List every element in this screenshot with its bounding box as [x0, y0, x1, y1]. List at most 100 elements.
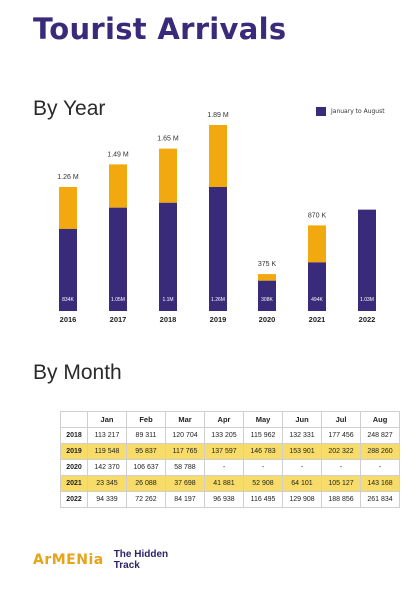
table-cell: 119 548	[87, 443, 127, 460]
table-cell: 52 908	[243, 475, 283, 492]
page-title: Tourist Arrivals	[33, 12, 287, 46]
bar-jan-aug-2018	[159, 202, 177, 311]
table-cell: 142 370	[87, 459, 127, 476]
legend-label: January to August	[331, 108, 385, 115]
bar-total-2016	[59, 187, 77, 229]
row-year-label: 2020	[60, 459, 88, 476]
table-cell: 115 962	[243, 427, 283, 444]
x-tick-label-2017: 2017	[110, 315, 127, 324]
table-cell: 72 262	[126, 491, 166, 508]
column-header-jan: Jan	[87, 411, 127, 428]
x-tick-label-2018: 2018	[160, 315, 177, 324]
table-row-2020: 2020 142 370 106 637 58 788- - - - -	[60, 459, 400, 476]
bar-jan-aug-2017	[109, 207, 127, 311]
table-cell: 95 837	[126, 443, 166, 460]
bar-value-label-2016: 834K	[62, 297, 74, 303]
table-cell: 202 322	[321, 443, 361, 460]
table-cell: 132 331	[282, 427, 322, 444]
table-cell: 23 345	[87, 475, 127, 492]
total-label-2019: 1.89 M	[207, 112, 229, 119]
bar-total-2018	[159, 148, 177, 203]
table-cell: 94 339	[87, 491, 127, 508]
table-cell: 120 704	[165, 427, 205, 444]
bar-total-2019	[209, 125, 227, 187]
bar-value-label-2020: 308K	[261, 297, 273, 303]
column-header-aug: Aug	[360, 411, 400, 428]
table-cell: 143 168	[360, 475, 400, 492]
column-header-jun: Jun	[282, 411, 322, 428]
legend-swatch	[316, 107, 326, 116]
table-cell: 96 938	[204, 491, 244, 508]
yearly-bar-chart: 1.26 M 834K 2016 1.49 M 1.05M 2017 1.65 M 1.1M 2…	[57, 112, 376, 324]
row-year-label: 2021	[60, 475, 88, 492]
table-cell: -	[321, 459, 361, 476]
bar-value-label-2022: 1.03M	[360, 297, 374, 303]
bar-jan-aug-2016	[59, 228, 77, 311]
x-tick-label-2019: 2019	[210, 315, 227, 324]
bar-value-label-2017: 1.05M	[111, 297, 125, 303]
table-row-2022: 2022 94 339 72 262 84 197 96 938 116 495 129 9…	[60, 491, 400, 508]
table-cell: 248 827	[360, 427, 400, 444]
table-cell: 113 217	[87, 427, 127, 444]
column-header-apr: Apr	[204, 411, 244, 428]
table-cell: 41 881	[204, 475, 244, 492]
table-cell: 105 127	[321, 475, 361, 492]
table-cell: -	[282, 459, 322, 476]
column-header-jul: Jul	[321, 411, 361, 428]
x-tick-label-2022: 2022	[359, 315, 376, 324]
bar-total-2021	[308, 225, 326, 263]
table-cell: 89 311	[126, 427, 166, 444]
table-cell: 133 205	[204, 427, 244, 444]
table-cell: 64 101	[282, 475, 322, 492]
bar-total-2020	[258, 274, 276, 281]
table-cell: -	[204, 459, 244, 476]
table-cell: 37 698	[165, 475, 205, 492]
table-cell: 84 197	[165, 491, 205, 508]
brand-logo: ArMENia	[33, 552, 104, 568]
section-heading-by-month: By Month	[33, 361, 122, 384]
table-cell: 288 260	[360, 443, 400, 460]
brand-tagline: The Hidden Track	[113, 549, 169, 571]
bar-jan-aug-2020	[258, 280, 276, 311]
table-corner-cell	[60, 411, 88, 428]
table-header-row: Jan Feb Mar Apr May Jun Jul Aug	[60, 411, 400, 428]
section-heading-by-year: By Year	[33, 97, 106, 120]
total-label-2017: 1.49 M	[107, 151, 129, 158]
monthly-arrivals-table: Jan Feb Mar Apr May Jun Jul Aug 2018 113 217 89 31…	[60, 411, 400, 508]
table-row-2021: 2021 23 345 26 088 37 698 41 881 52 908 64 101…	[60, 475, 400, 492]
x-tick-label-2016: 2016	[60, 315, 77, 324]
x-tick-label-2021: 2021	[309, 315, 326, 324]
table-cell: 137 597	[204, 443, 244, 460]
table-cell: 146 783	[243, 443, 283, 460]
table-cell: 116 495	[243, 491, 283, 508]
bar-jan-aug-2021	[308, 262, 326, 311]
table-cell: 26 088	[126, 475, 166, 492]
total-label-2020: 375 K	[258, 261, 277, 268]
brand-footer: ArMENia The Hidden Track	[33, 549, 168, 571]
table-cell: 177 456	[321, 427, 361, 444]
table-row-2018: 2018 113 217 89 311 120 704 133 205 115 962 13…	[60, 427, 400, 444]
total-label-2016: 1.26 M	[57, 174, 79, 181]
row-year-label: 2018	[60, 427, 88, 444]
bar-value-label-2019: 1.26M	[211, 297, 225, 303]
table-cell: 261 834	[360, 491, 400, 508]
total-label-2018: 1.65 M	[157, 136, 179, 143]
row-year-label: 2022	[60, 491, 88, 508]
row-year-label: 2019	[60, 443, 88, 460]
bar-total-2017	[109, 164, 127, 208]
table-cell: 117 765	[165, 443, 205, 460]
column-header-mar: Mar	[165, 411, 205, 428]
bar-jan-aug-2022	[358, 209, 376, 311]
table-cell: -	[360, 459, 400, 476]
table-cell: 106 637	[126, 459, 166, 476]
x-tick-label-2020: 2020	[259, 315, 276, 324]
table-row-2019: 2019 119 548 95 837 117 765 137 597 146 783 15…	[60, 443, 400, 460]
table-cell: -	[243, 459, 283, 476]
table-cell: 188 856	[321, 491, 361, 508]
chart-legend: January to August	[316, 107, 385, 116]
total-label-2021: 870 K	[308, 212, 327, 219]
bar-value-label-2018: 1.1M	[162, 297, 173, 303]
column-header-feb: Feb	[126, 411, 166, 428]
table-cell: 129 908	[282, 491, 322, 508]
bar-jan-aug-2019	[209, 187, 227, 311]
